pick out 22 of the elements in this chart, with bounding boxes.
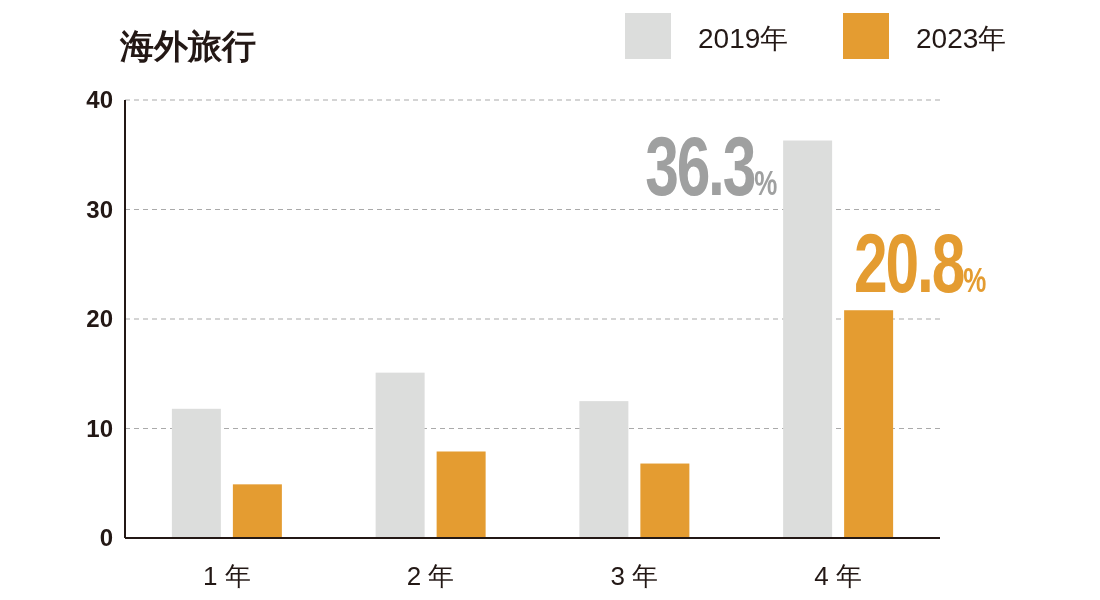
x-tick-label: 2 年 — [406, 561, 455, 591]
legend-label: 2023年 — [916, 23, 1007, 54]
chart-title: 海外旅行 — [119, 27, 256, 65]
y-tick-label: 10 — [86, 414, 113, 442]
y-tick-label: 0 — [99, 524, 113, 551]
data-label: 20.8% — [854, 216, 987, 311]
bar — [640, 463, 690, 538]
bar — [375, 372, 425, 538]
y-tick-label: 30 — [86, 195, 113, 223]
x-tick-label: 4 年 — [814, 561, 862, 591]
y-tick-label: 20 — [86, 305, 113, 332]
legend-label: 2019年 — [698, 23, 789, 54]
bar — [171, 408, 221, 538]
bar — [844, 310, 894, 538]
bar — [436, 451, 486, 538]
bar — [783, 140, 833, 538]
bar — [232, 484, 282, 538]
data-label: 36.3% — [645, 119, 778, 214]
x-tick-label: 1 年 — [203, 561, 251, 591]
bar — [579, 401, 629, 538]
y-tick-label: 40 — [86, 86, 113, 113]
x-tick-label: 3 年 — [610, 561, 659, 591]
